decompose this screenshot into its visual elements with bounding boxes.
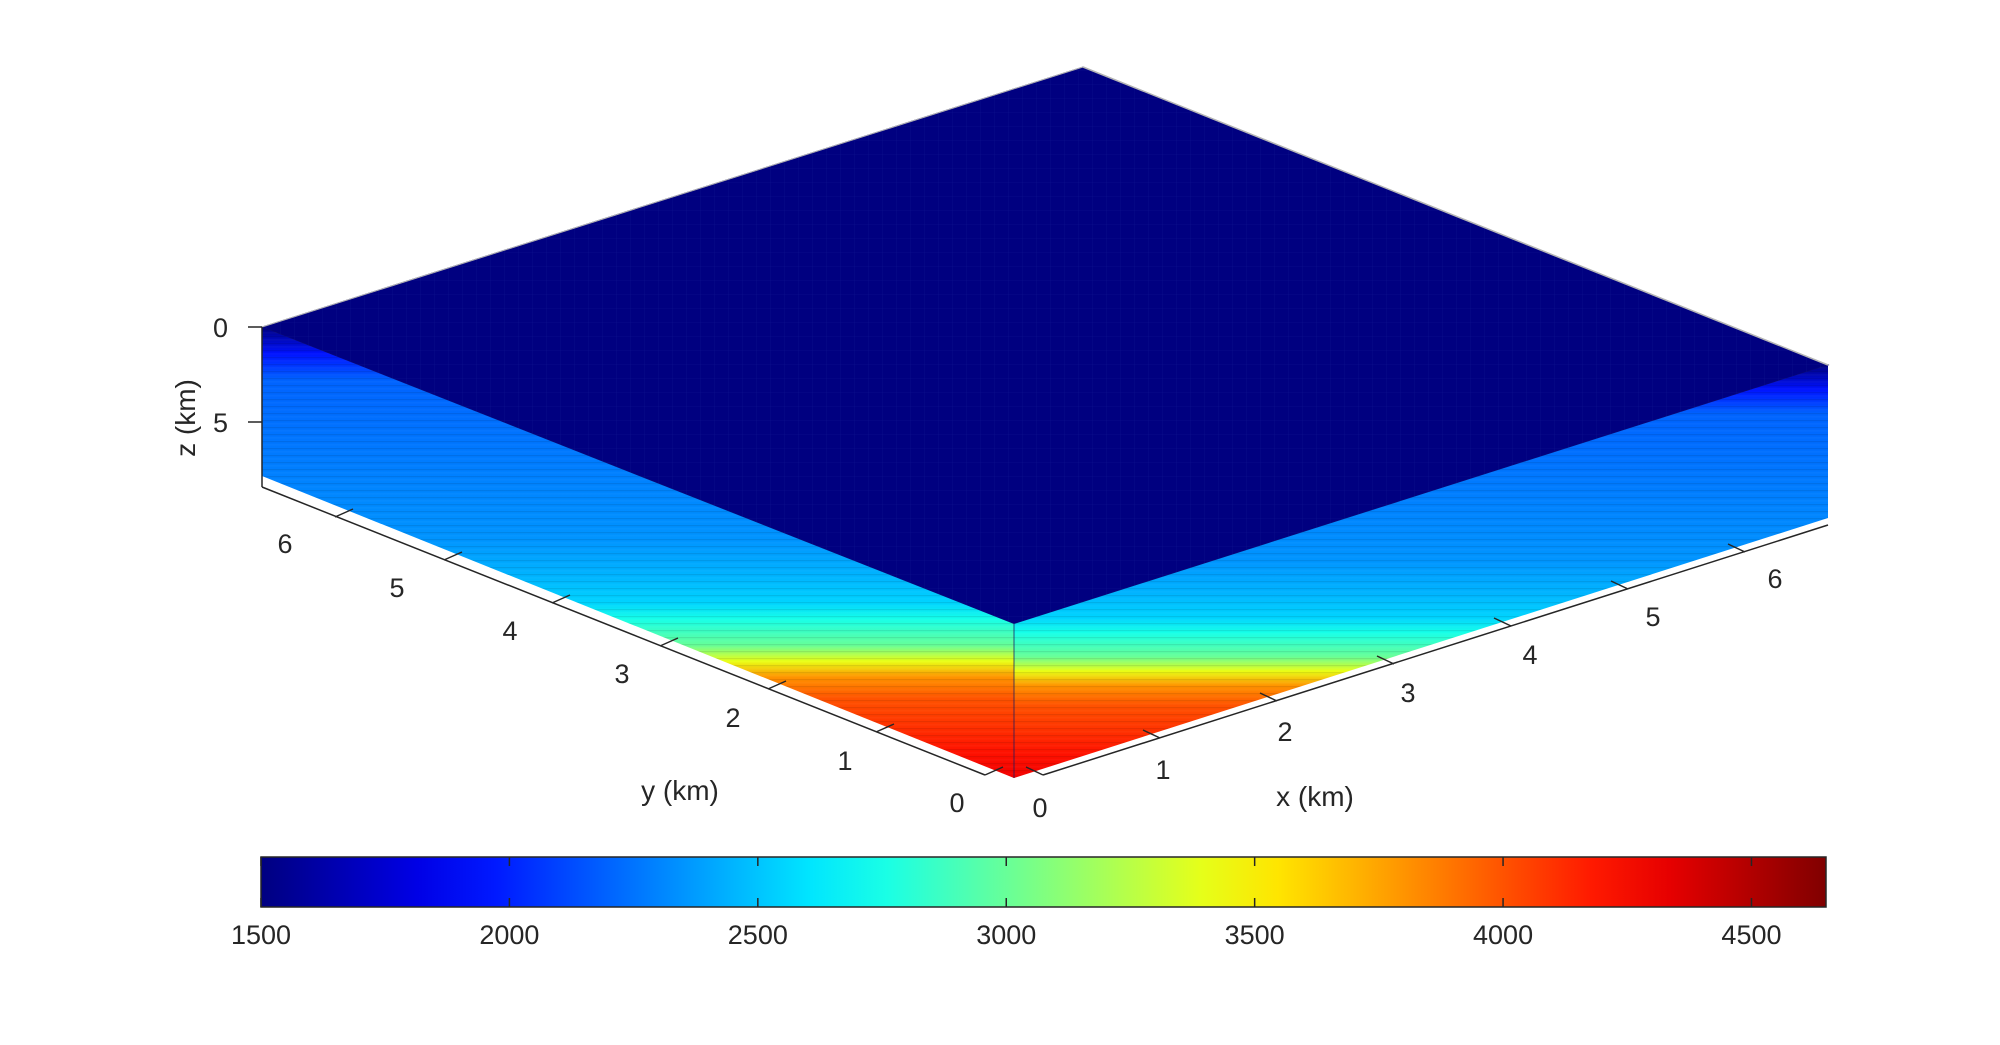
y-tick <box>334 508 354 518</box>
x-tick-label: 1 <box>1155 755 1170 785</box>
colorbar-tick-label: 4500 <box>1721 920 1781 950</box>
colorbar-tick-label: 2000 <box>479 920 539 950</box>
box-edge-top-back-right <box>1082 66 1829 366</box>
x-tick-label: 3 <box>1400 678 1415 708</box>
y-tick-label: 4 <box>502 616 517 646</box>
y-tick-label: 5 <box>389 573 404 603</box>
colorbar: 1500 2000 2500 3000 3500 4000 4500 <box>231 856 1827 950</box>
colorbar-tick-label: 4000 <box>1473 920 1533 950</box>
y-tick-label: 1 <box>837 746 852 776</box>
x-tick <box>1142 729 1161 739</box>
colorbar-tick-label: 1500 <box>231 920 291 950</box>
front-right-face-strata <box>1014 365 1828 778</box>
y-tick <box>984 766 1004 776</box>
x-tick-label: 4 <box>1522 640 1537 670</box>
y-tick-label: 2 <box>725 703 740 733</box>
x-tick <box>1493 617 1512 627</box>
x-tick <box>1727 543 1746 553</box>
x-tick-label: 5 <box>1645 602 1660 632</box>
colorbar-gradient <box>260 856 1827 908</box>
x-tick-label: 2 <box>1277 717 1292 747</box>
z-axis-label: z (km) <box>170 379 201 457</box>
box-edge-top-back-left <box>261 66 1084 328</box>
y-tick <box>551 594 571 604</box>
y-axis: 0 1 2 3 4 5 6 y (km) <box>261 486 1004 818</box>
front-left-face-strata <box>262 327 1014 778</box>
colorbar-tick-labels: 1500 2000 2500 3000 3500 4000 4500 <box>231 920 1782 950</box>
y-tick <box>443 551 463 561</box>
y-tick <box>767 680 787 690</box>
x-axis: 0 1 2 3 4 5 6 x (km) <box>1025 524 1829 823</box>
y-tick-label: 3 <box>614 659 629 689</box>
x-axis-label: x (km) <box>1276 781 1354 812</box>
x-ticks <box>1025 543 1746 776</box>
y-axis-line <box>261 486 986 776</box>
y-tick-label: 0 <box>949 788 964 818</box>
x-tick <box>1376 655 1395 665</box>
x-tick <box>1259 692 1278 702</box>
y-ticks <box>334 508 1004 776</box>
z-tick-label-0: 0 <box>213 313 228 343</box>
colorbar-tick-label: 3000 <box>976 920 1036 950</box>
x-tick-label: 6 <box>1767 564 1782 594</box>
colorbar-tick-label: 3500 <box>1225 920 1285 950</box>
volume <box>260 66 1830 778</box>
y-tick <box>659 637 679 647</box>
colorbar-tick-label: 2500 <box>728 920 788 950</box>
y-tick-label: 6 <box>277 529 292 559</box>
z-axis: 0 5 z (km) <box>170 313 263 487</box>
x-tick <box>1025 766 1044 776</box>
top-face-grid <box>262 67 1828 624</box>
z-tick-label-5: 5 <box>213 408 228 438</box>
y-tick <box>875 723 895 733</box>
x-tick <box>1610 580 1629 590</box>
x-tick-label: 0 <box>1032 793 1047 823</box>
y-axis-label: y (km) <box>641 775 719 806</box>
x-axis-line <box>1042 524 1829 776</box>
colorbar-ticks <box>260 857 1753 907</box>
